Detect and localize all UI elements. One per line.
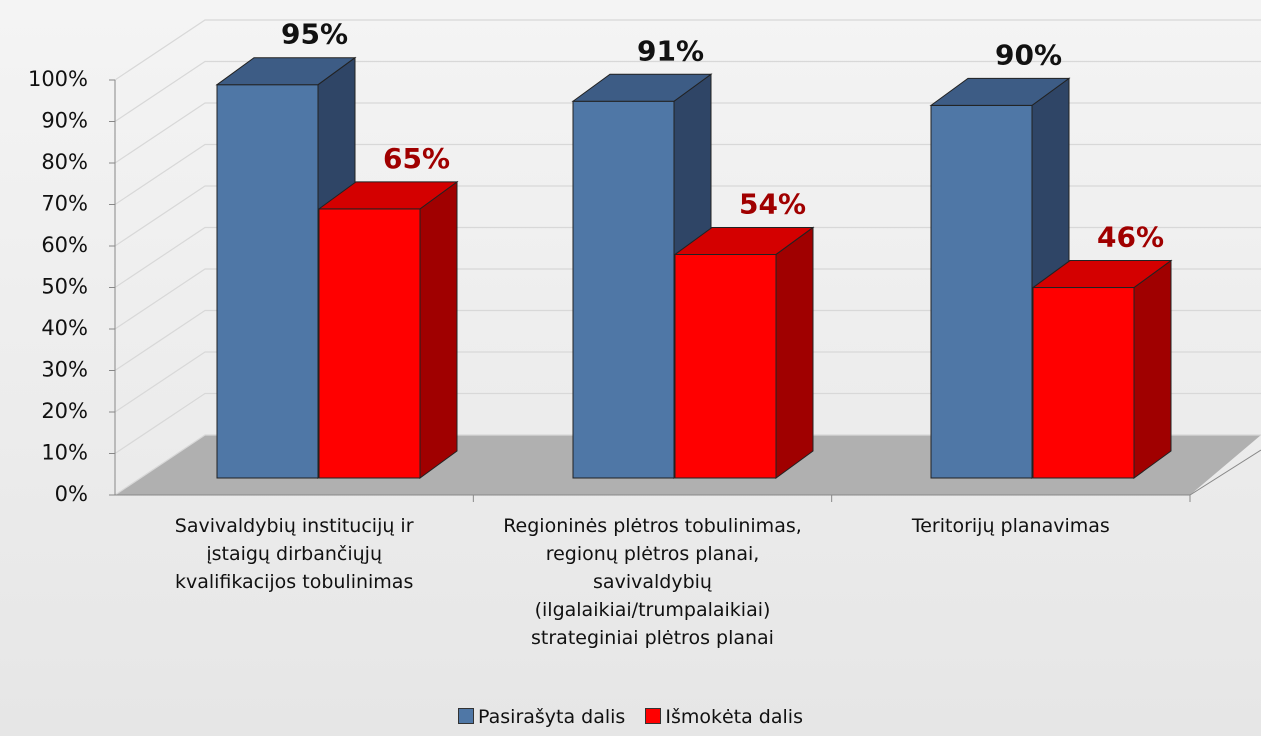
legend-swatch xyxy=(458,708,475,724)
grid-line xyxy=(114,143,1261,205)
y-tick-label: 20% xyxy=(41,399,88,423)
grid-line xyxy=(114,102,1261,164)
bar-top xyxy=(1031,260,1173,289)
data-label: 90% xyxy=(995,38,1062,71)
bar-front xyxy=(572,100,675,479)
grid-line xyxy=(114,60,1261,122)
grid-line xyxy=(114,185,1261,247)
bar-top xyxy=(929,77,1071,106)
y-tick-label: 90% xyxy=(41,109,88,133)
legend-label: Išmokėta dalis xyxy=(665,706,803,728)
grid-line xyxy=(114,226,1261,288)
data-label: 46% xyxy=(1097,221,1164,254)
data-label: 95% xyxy=(281,18,348,51)
legend-item: Išmokėta dalis xyxy=(645,706,803,728)
y-tick-label: 60% xyxy=(41,233,88,257)
legend-item: Pasirašyta dalis xyxy=(458,706,625,728)
bar-side xyxy=(775,226,814,479)
grid-line xyxy=(114,19,1261,81)
grid-line xyxy=(114,351,1261,413)
y-tick-label: 80% xyxy=(41,150,88,174)
y-tick-label: 50% xyxy=(41,275,88,299)
data-label: 54% xyxy=(739,187,806,220)
bar-front xyxy=(930,104,1033,479)
x-tick-label: Teritorijų planavimas xyxy=(911,515,1110,537)
x-tick-label: Regioninės plėtros tobulinimas, regionų … xyxy=(503,515,802,649)
bar-top xyxy=(317,181,459,210)
legend: Pasirašyta dalis Išmokėta dalis xyxy=(0,706,1261,728)
grid-line xyxy=(114,309,1261,371)
grid-line xyxy=(114,392,1261,454)
grid-line xyxy=(114,268,1261,330)
y-tick-label: 100% xyxy=(28,67,88,91)
bar-top xyxy=(673,226,815,255)
data-label: 65% xyxy=(383,142,450,175)
bar-top xyxy=(571,73,713,102)
y-tick-label: 40% xyxy=(41,316,88,340)
bar-side xyxy=(419,180,458,479)
data-label: 91% xyxy=(637,34,704,67)
legend-swatch xyxy=(645,708,662,724)
grid-line xyxy=(114,434,1261,496)
y-tick-label: 30% xyxy=(41,358,88,382)
y-tick-label: 70% xyxy=(41,192,88,216)
bar-side xyxy=(1133,259,1172,479)
bar-front xyxy=(674,253,777,479)
y-tick-label: 0% xyxy=(55,482,88,506)
x-tick-label: Savivaldybių institucijų ir įstaigų dirb… xyxy=(174,515,414,593)
bar-top xyxy=(215,57,357,86)
bar-front xyxy=(318,208,421,479)
legend-label: Pasirašyta dalis xyxy=(478,706,626,728)
bar-front xyxy=(216,84,319,479)
y-tick-label: 10% xyxy=(41,441,88,465)
bar-front xyxy=(1032,287,1135,479)
